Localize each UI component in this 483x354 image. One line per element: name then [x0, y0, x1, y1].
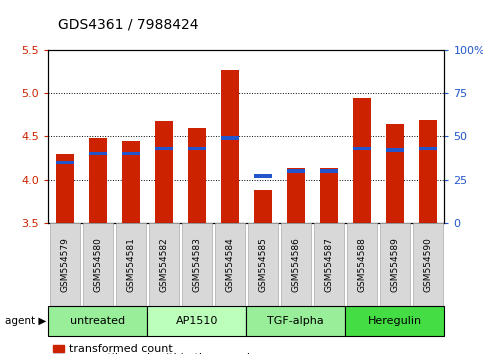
Bar	[287, 167, 305, 223]
Bar	[254, 175, 272, 178]
Bar	[155, 147, 173, 150]
Bar	[188, 129, 206, 223]
Bar	[188, 147, 206, 150]
Text: untreated: untreated	[70, 316, 126, 326]
Bar	[287, 169, 305, 173]
Bar	[155, 121, 173, 223]
Bar	[254, 190, 272, 223]
Bar	[386, 124, 404, 223]
Bar	[353, 147, 371, 150]
Text: GSM554588: GSM554588	[357, 237, 366, 292]
Text: TGF-alpha: TGF-alpha	[268, 316, 324, 326]
Text: AP1510: AP1510	[176, 316, 218, 326]
Text: GSM554586: GSM554586	[291, 237, 300, 292]
Bar	[56, 154, 74, 223]
Bar	[89, 138, 107, 223]
Text: GSM554587: GSM554587	[325, 237, 333, 292]
Text: GSM554589: GSM554589	[390, 237, 399, 292]
Text: GSM554585: GSM554585	[258, 237, 267, 292]
Text: Heregulin: Heregulin	[368, 316, 422, 326]
Text: GSM554583: GSM554583	[192, 237, 201, 292]
Text: agent ▶: agent ▶	[4, 316, 46, 326]
Bar	[386, 148, 404, 152]
Text: GSM554579: GSM554579	[60, 237, 69, 292]
Text: percentile rank within the sample: percentile rank within the sample	[69, 353, 256, 354]
Bar	[122, 141, 140, 223]
Bar	[419, 147, 437, 150]
Bar	[56, 161, 74, 164]
Bar	[221, 136, 239, 140]
Text: GSM554582: GSM554582	[159, 237, 168, 292]
Text: GSM554590: GSM554590	[424, 237, 432, 292]
Bar	[89, 152, 107, 155]
Text: GSM554584: GSM554584	[226, 237, 234, 292]
Text: GDS4361 / 7988424: GDS4361 / 7988424	[58, 18, 199, 32]
Bar	[122, 152, 140, 155]
Bar	[353, 98, 371, 223]
Bar	[221, 69, 239, 223]
Bar	[419, 120, 437, 223]
Text: GSM554580: GSM554580	[93, 237, 102, 292]
Bar	[320, 169, 338, 173]
Bar	[320, 167, 338, 223]
Text: transformed count: transformed count	[69, 344, 172, 354]
Text: GSM554581: GSM554581	[127, 237, 135, 292]
